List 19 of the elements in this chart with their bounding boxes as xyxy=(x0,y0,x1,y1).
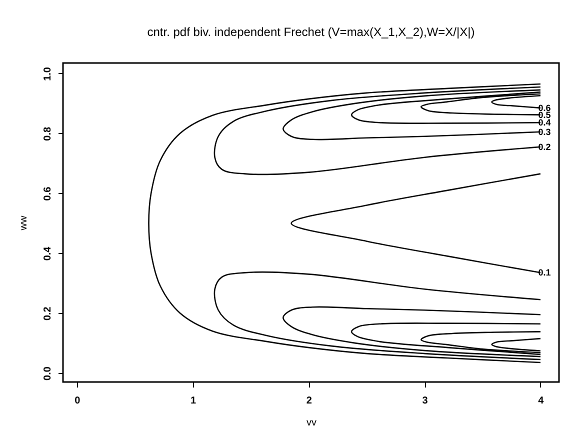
series-label: 0.6 xyxy=(538,102,551,113)
x-tick-label: 3 xyxy=(422,396,428,406)
x-axis-title: vv xyxy=(306,418,316,428)
y-axis-title: ww xyxy=(18,215,30,232)
series-label: 0.2 xyxy=(538,142,551,152)
x-tick-label: 0 xyxy=(74,396,81,406)
y-tick-label: 1.0 xyxy=(42,66,54,81)
y-tick-label: 0.0 xyxy=(42,366,54,380)
x-tick-label: 1 xyxy=(190,396,197,406)
y-tick-label: 0.6 xyxy=(42,186,54,201)
x-tick-label: 2 xyxy=(306,396,312,406)
series-label: 0.3 xyxy=(538,126,551,137)
chart-title: cntr. pdf biv. independent Frechet (V=max(X_1,X_2),W=X/|X|) xyxy=(147,25,475,39)
y-tick-label: 0.8 xyxy=(42,126,54,141)
y-tick-label: 0.4 xyxy=(42,246,54,261)
series-label: 0.4 xyxy=(538,118,551,128)
x-tick-label: 4 xyxy=(538,396,544,406)
series-label: 0.1 xyxy=(538,268,551,278)
y-tick-label: 0.2 xyxy=(42,306,54,321)
